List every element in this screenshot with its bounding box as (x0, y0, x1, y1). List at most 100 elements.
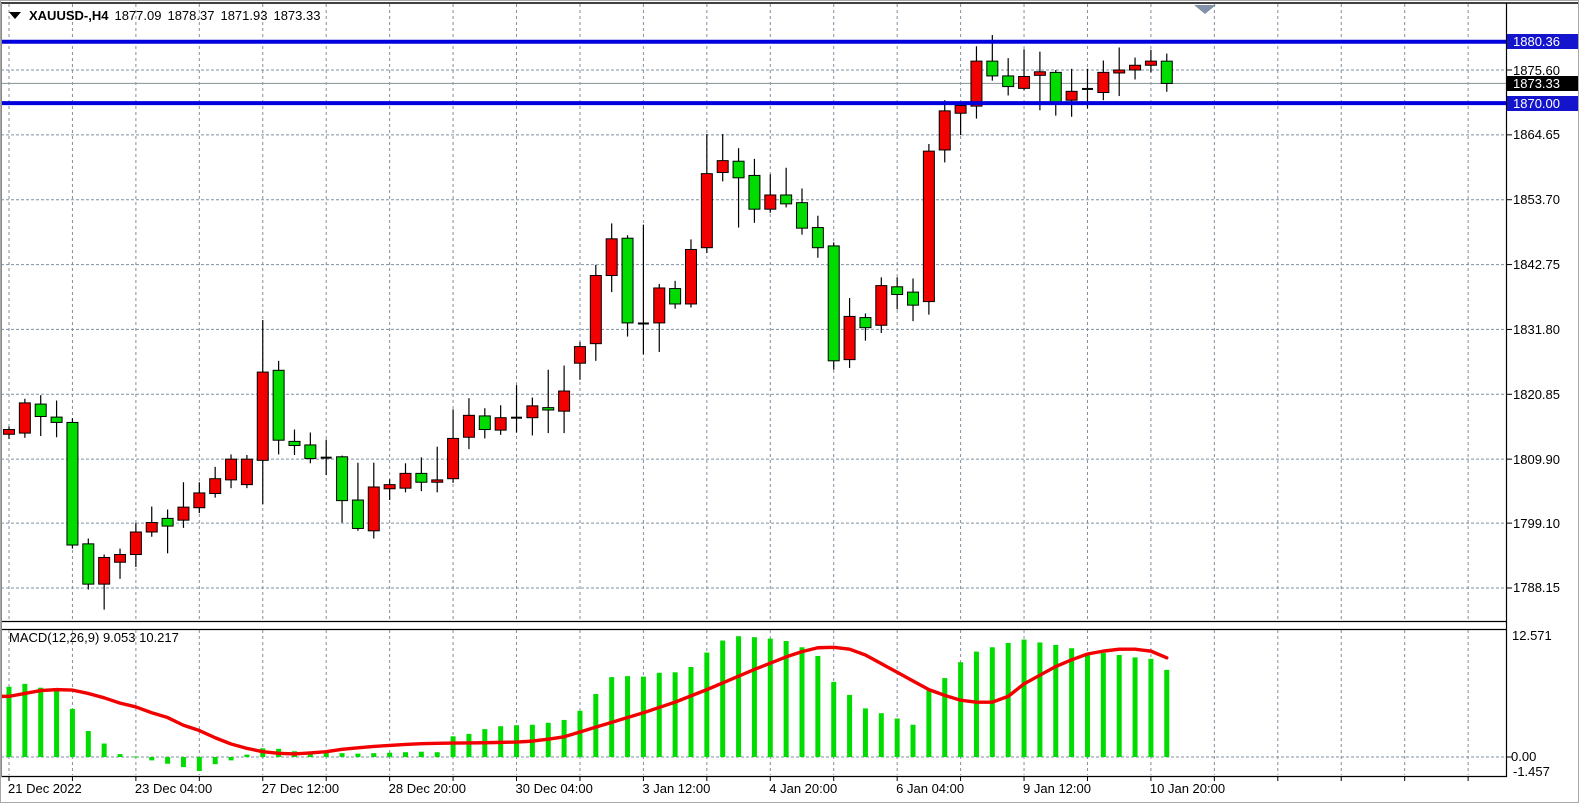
price-tick-label: 1831.80 (1513, 321, 1560, 337)
macd-histogram-bar (942, 678, 948, 757)
candle (558, 365, 571, 434)
time-tick-label: 30 Dec 04:00 (515, 781, 593, 796)
price-tick-label: 1875.60 (1513, 62, 1560, 78)
bull-candle-body (256, 371, 269, 461)
macd-histogram-bar (1021, 639, 1027, 757)
candle (240, 455, 253, 489)
bull-candle-body (462, 414, 475, 438)
candle (431, 446, 444, 493)
bull-candle-body (875, 285, 888, 326)
macd-histogram-bar (133, 756, 139, 758)
macd-histogram-bar (704, 652, 710, 757)
hline-price-badge: 1880.36 (1507, 34, 1578, 50)
bull-candle-body (558, 390, 571, 412)
candle (1002, 58, 1015, 96)
macd-histogram-bar (688, 667, 694, 757)
candle (114, 548, 127, 579)
bull-candle-body (954, 105, 967, 114)
macd-histogram-bar (672, 672, 678, 757)
candle (700, 133, 713, 254)
bear-candle-body (621, 237, 634, 324)
candle (304, 432, 317, 464)
candle (98, 554, 111, 610)
macd-histogram-bar (656, 672, 662, 757)
bear-candle-body (50, 416, 63, 423)
candle (891, 277, 904, 310)
macd-histogram-bar (736, 636, 742, 757)
macd-histogram-bar (38, 687, 44, 757)
candle (780, 167, 793, 208)
bull-candle-body (1018, 76, 1031, 89)
ohlc-close: 1873.33 (273, 8, 321, 23)
candle (796, 188, 808, 235)
bear-candle-body (1002, 75, 1015, 88)
candle (336, 455, 349, 523)
bull-candle-body (177, 506, 190, 521)
bull-candle-body (240, 458, 253, 486)
macd-histogram-bar (165, 757, 171, 764)
bear-candle-body (986, 60, 999, 77)
bear-candle-body (780, 194, 793, 205)
macd-histogram-bar (54, 689, 60, 757)
macd-signal-line (1, 645, 1169, 756)
candle (3, 426, 15, 440)
bear-candle-body (796, 202, 808, 229)
candle (970, 46, 983, 119)
bull-candle-body (716, 160, 729, 173)
expand-arrow-icon[interactable] (9, 12, 21, 19)
time-tick-label: 23 Dec 04:00 (134, 781, 213, 796)
bull-candle-body (1097, 71, 1110, 94)
candle (938, 100, 951, 163)
candle (272, 360, 285, 455)
candle (732, 148, 745, 228)
candle (621, 235, 634, 337)
candle (145, 506, 158, 537)
bull-candle-body (1033, 71, 1046, 76)
candle (177, 482, 190, 528)
candle (875, 277, 888, 333)
bear-candle-body (304, 444, 317, 460)
bull-candle-body (1144, 60, 1157, 66)
macd-histogram-bar (847, 694, 853, 757)
candle (589, 264, 602, 361)
bid-price-badge: 1873.33 (1507, 75, 1578, 91)
bull-candle-body (843, 315, 856, 361)
macd-histogram-bar (1005, 642, 1011, 757)
macd-histogram-bar (751, 637, 757, 757)
macd-histogram-bar (878, 713, 884, 757)
candle (478, 408, 491, 439)
candle (907, 278, 920, 322)
candle (399, 463, 412, 493)
macd-scale-label: 0.00 (1511, 749, 1537, 764)
macd-histogram-bar (355, 753, 361, 757)
candle (1097, 60, 1110, 101)
chart-shift-marker-icon[interactable] (1194, 5, 1216, 14)
bull-candle-body (3, 429, 15, 435)
bull-candle-body (922, 150, 935, 303)
candle (637, 224, 649, 355)
macd-scale-label: -1.457 (1513, 764, 1550, 780)
macd-histogram-bar (418, 751, 424, 757)
bull-candle-body (145, 522, 158, 533)
bear-candle-body (478, 415, 491, 431)
macd-histogram-bar (1084, 654, 1090, 757)
bull-candle-body (367, 486, 380, 532)
bull-candle-body (605, 238, 618, 277)
bull-candle-body (399, 472, 412, 489)
macd-histogram-bar (371, 753, 377, 757)
candle (161, 509, 174, 554)
bear-candle-body (907, 291, 920, 306)
bull-candle-body (684, 248, 697, 305)
candle (653, 283, 666, 352)
bull-candle-body (1065, 90, 1078, 101)
macd-histogram-bar (926, 690, 932, 757)
macd-histogram-bar (783, 641, 789, 757)
candle (50, 400, 63, 438)
bear-candle-body (827, 245, 840, 362)
candle (1129, 57, 1142, 80)
bull-candle-body (589, 275, 602, 345)
macd-histogram-bar (196, 757, 202, 772)
candle (1033, 51, 1046, 111)
